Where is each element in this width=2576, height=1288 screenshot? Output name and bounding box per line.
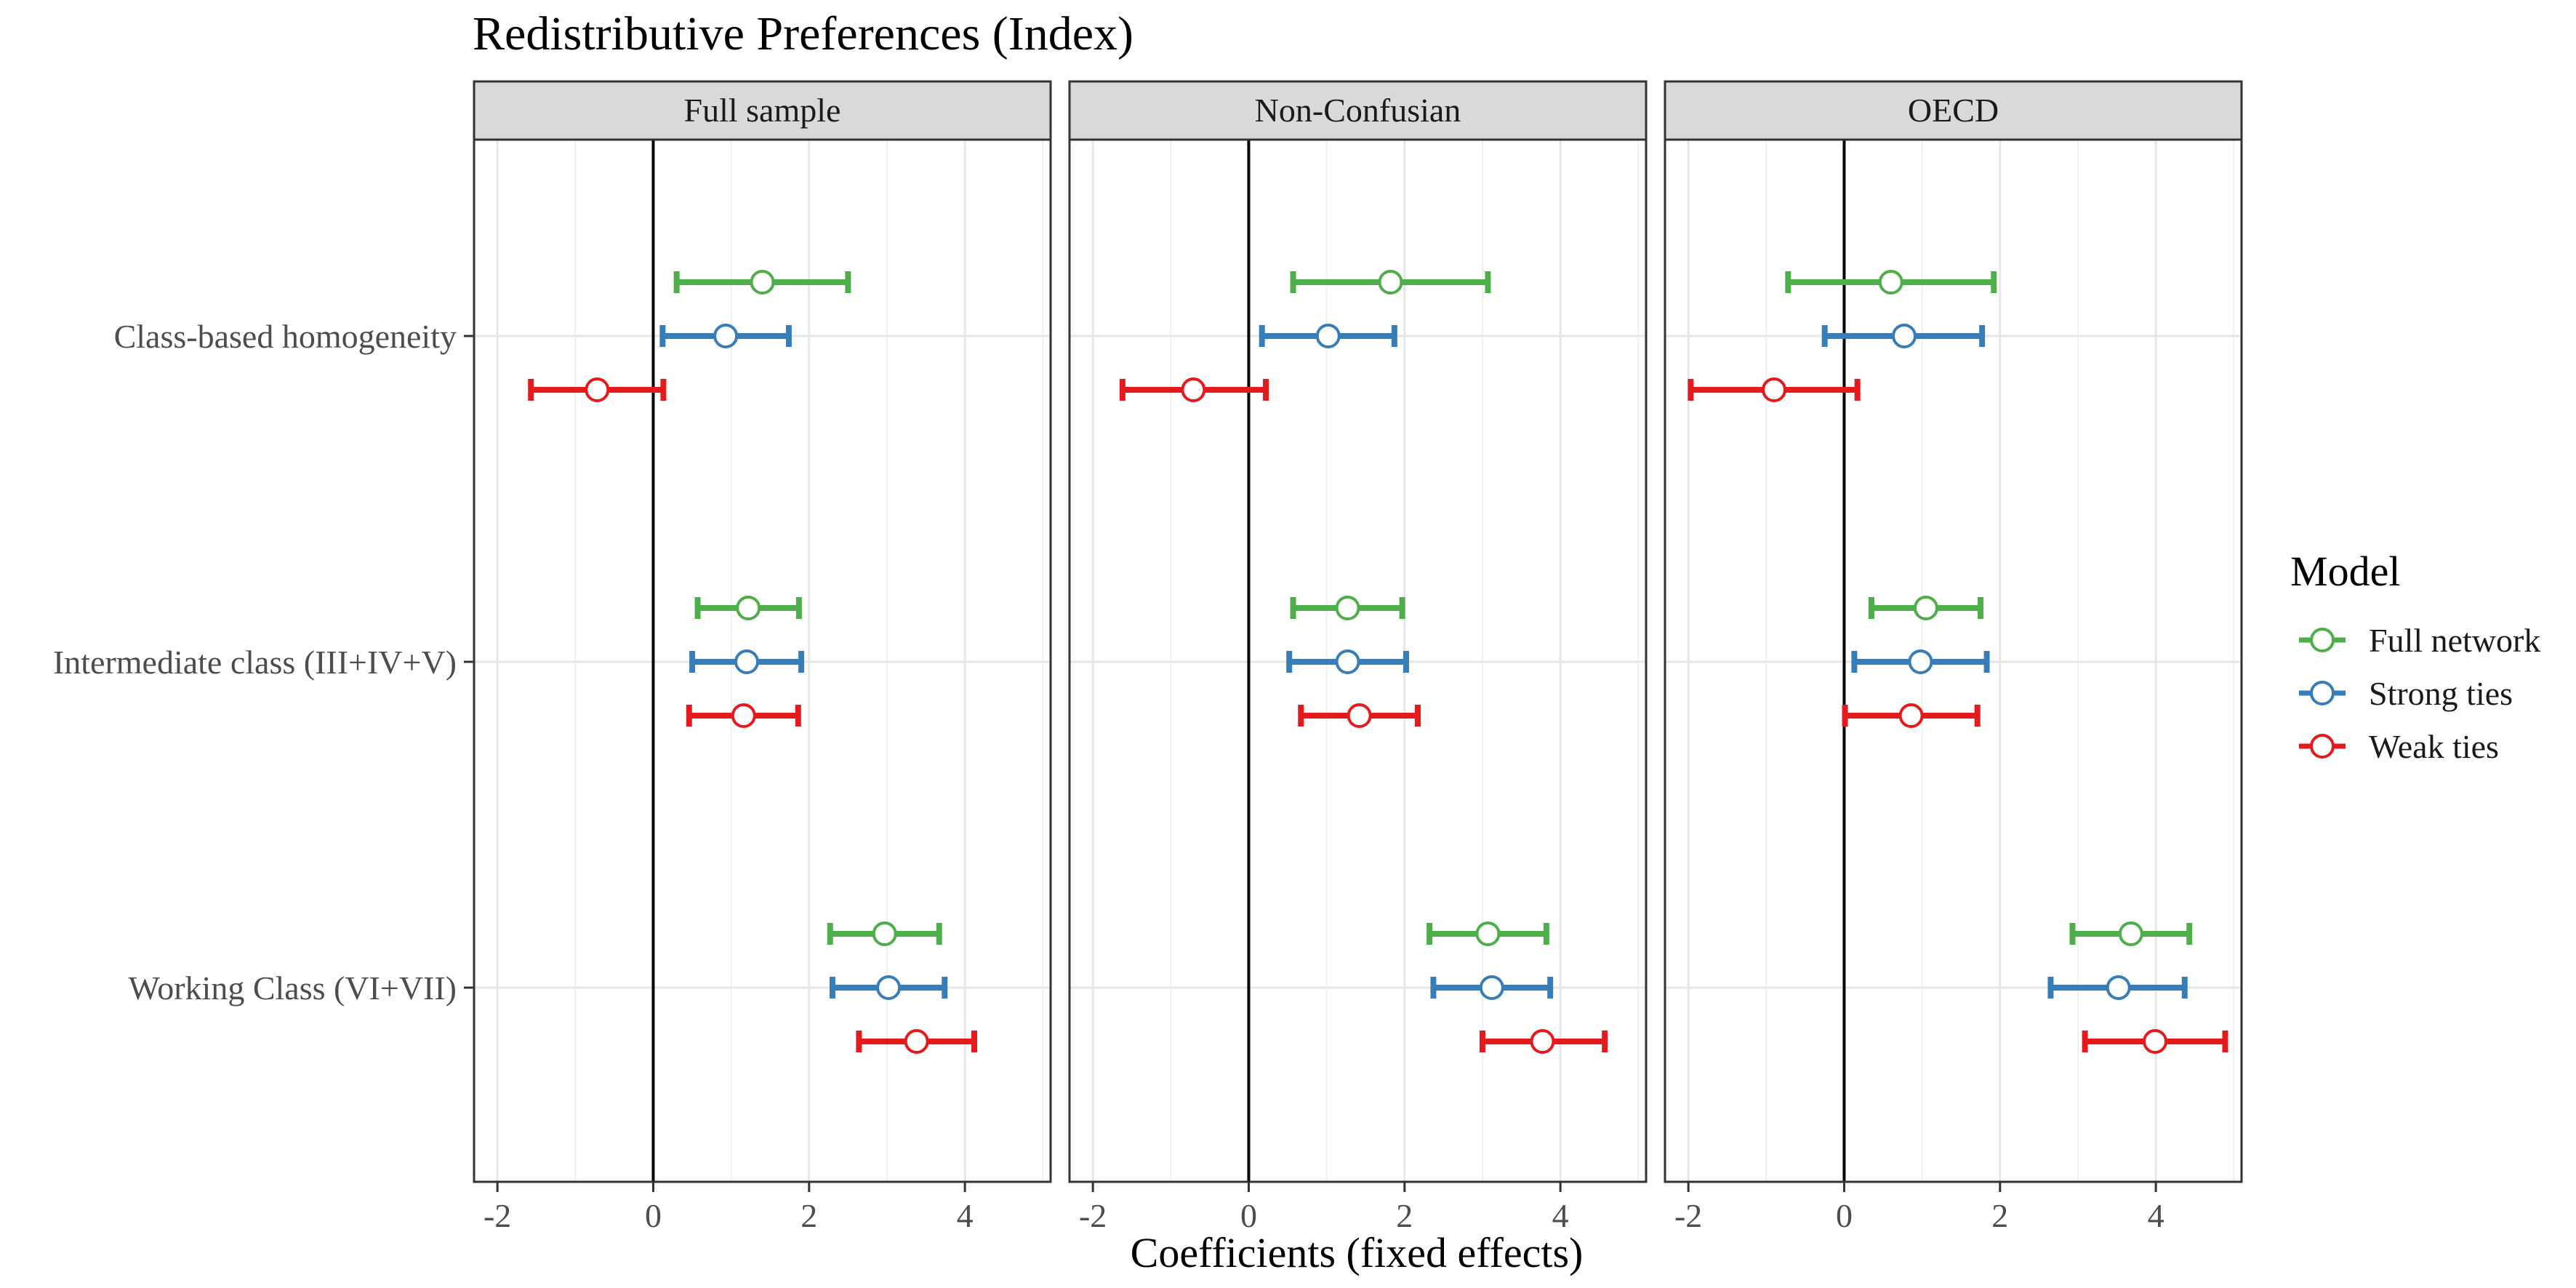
x-tick-label: -2 <box>1674 1197 1702 1234</box>
estimate-point <box>1898 703 1924 728</box>
legend-key-point <box>2310 681 2335 705</box>
estimate-point <box>904 1029 929 1054</box>
chart-title: Redistributive Preferences (Index) <box>473 7 1133 60</box>
legend-item-strong-ties: Strong ties <box>2299 675 2513 712</box>
estimate-point <box>872 921 897 946</box>
estimate-point <box>1908 649 1933 674</box>
estimate-full-network <box>1427 921 1549 946</box>
legend-item-full-network: Full network <box>2299 622 2540 659</box>
estimate-strong-ties <box>1821 324 1986 348</box>
estimate-strong-ties <box>689 649 805 674</box>
estimate-strong-ties <box>2047 975 2188 1000</box>
x-tick-label: 4 <box>1552 1197 1569 1234</box>
estimate-full-network <box>2069 921 2193 946</box>
estimate-point <box>1378 270 1403 295</box>
estimate-point <box>713 324 739 348</box>
estimate-point <box>1913 596 1938 620</box>
x-tick-label: 0 <box>1836 1197 1853 1234</box>
estimate-point <box>1891 324 1917 348</box>
legend-item-weak-ties: Weak ties <box>2299 728 2499 765</box>
panels: Full sample -2 0 2 4 Non-Confusian -2 0 2 4 OECD -2… <box>473 80 2243 1234</box>
estimate-full-network <box>827 921 942 946</box>
legend: Model Full network Strong ties Weak ties <box>2290 548 2540 765</box>
estimate-point <box>585 377 610 402</box>
estimate-point <box>1335 649 1360 674</box>
estimate-point <box>734 649 760 674</box>
estimate-strong-ties <box>1286 649 1409 674</box>
estimate-full-network <box>1290 270 1491 295</box>
estimate-full-network <box>673 270 851 295</box>
estimate-point <box>1315 324 1341 348</box>
estimate-weak-ties <box>1479 1029 1608 1054</box>
legend-item-label: Full network <box>2369 622 2540 659</box>
estimate-weak-ties <box>856 1029 977 1054</box>
panel-strip <box>1664 80 2243 141</box>
legend-title: Model <box>2290 548 2400 595</box>
x-tick-label: 4 <box>2148 1197 2164 1234</box>
panel-border <box>1068 138 1648 1183</box>
panel-oecd: OECD -2 0 2 4 <box>1664 80 2243 1234</box>
y-tick-label: Working Class (VI+VII) <box>129 969 457 1007</box>
x-tick-label: 0 <box>1240 1197 1257 1234</box>
estimate-point <box>1878 270 1903 295</box>
estimate-point <box>750 270 775 295</box>
panel-strip <box>1068 80 1648 141</box>
x-tick-label: 2 <box>801 1197 817 1234</box>
estimate-weak-ties <box>1688 377 1861 402</box>
x-tick-label: 0 <box>645 1197 662 1234</box>
estimate-full-network <box>1868 596 1984 620</box>
estimate-point <box>2106 975 2131 1000</box>
estimate-point <box>876 975 902 1000</box>
estimate-full-network <box>1785 270 1997 295</box>
legend-item-label: Weak ties <box>2369 728 2499 765</box>
estimate-strong-ties <box>1430 975 1554 1000</box>
x-axis-title: Coefficients (fixed effects) <box>1131 1229 1584 1276</box>
estimate-strong-ties <box>829 975 948 1000</box>
estimate-strong-ties <box>659 324 792 348</box>
x-tick-label: 2 <box>1396 1197 1413 1234</box>
estimate-weak-ties <box>1298 703 1421 728</box>
x-tick-label: 4 <box>957 1197 974 1234</box>
estimate-strong-ties <box>1259 324 1397 348</box>
estimate-weak-ties <box>686 703 801 728</box>
estimate-point <box>1335 596 1360 620</box>
panel-strip-label: Non-Confusian <box>1255 92 1461 129</box>
estimate-point <box>1347 703 1372 728</box>
panel-full-sample: Full sample -2 0 2 4 <box>473 80 1052 1234</box>
estimate-full-network <box>694 596 802 620</box>
x-tick-label: -2 <box>483 1197 511 1234</box>
panel-strip <box>473 80 1052 141</box>
y-tick-label: Intermediate class (III+IV+V) <box>53 644 457 681</box>
estimate-point <box>1530 1029 1555 1054</box>
estimate-point <box>1475 921 1501 946</box>
estimate-point <box>2143 1029 2168 1054</box>
panel-non-confusian: Non-Confusian -2 0 2 4 <box>1068 80 1648 1234</box>
x-tick-label: 2 <box>1991 1197 2008 1234</box>
y-axis: Class-based homogeneity Intermediate clas… <box>53 318 474 1007</box>
legend-key-point <box>2310 628 2335 652</box>
estimate-weak-ties <box>2082 1029 2228 1054</box>
estimate-point <box>1479 975 1504 1000</box>
estimate-full-network <box>1290 596 1405 620</box>
estimate-point <box>2118 921 2143 946</box>
panel-strip-label: Full sample <box>684 92 841 129</box>
estimate-point <box>1762 377 1787 402</box>
legend-key-point <box>2310 734 2335 759</box>
y-tick-label: Class-based homogeneity <box>114 318 457 355</box>
estimate-strong-ties <box>1851 649 1990 674</box>
panel-strip-label: OECD <box>1908 92 1999 129</box>
estimate-point <box>1181 377 1206 402</box>
estimate-point <box>731 703 756 728</box>
panel-border <box>1664 138 2243 1183</box>
estimate-weak-ties <box>1119 377 1269 402</box>
estimate-weak-ties <box>528 377 667 402</box>
estimate-weak-ties <box>1842 703 1981 728</box>
estimate-point <box>736 596 761 620</box>
legend-item-label: Strong ties <box>2369 675 2513 712</box>
x-tick-label: -2 <box>1079 1197 1107 1234</box>
